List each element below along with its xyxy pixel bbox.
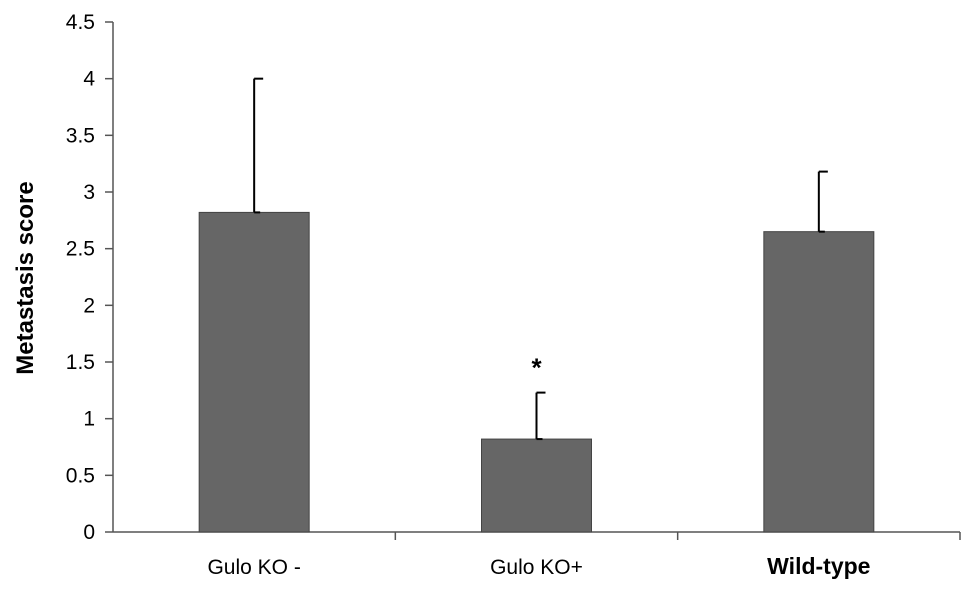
- y-tick-label: 2.5: [66, 238, 95, 261]
- y-tick-label: 1: [83, 408, 95, 431]
- bar: [198, 211, 310, 533]
- y-tick-label: 0: [83, 521, 95, 544]
- x-category-label: Gulo KO -: [207, 556, 300, 579]
- significance-marker: *: [531, 353, 542, 383]
- y-axis-label: Metastasis score: [12, 181, 39, 374]
- y-tick-label: 1.5: [66, 351, 95, 374]
- y-tick-label: 3.5: [66, 124, 95, 147]
- y-tick-label: 3: [83, 181, 95, 204]
- x-category-label: Gulo KO+: [490, 556, 583, 579]
- y-tick-label: 0.5: [66, 464, 95, 487]
- bar: [763, 231, 875, 533]
- x-category-label: Wild-type: [767, 553, 870, 579]
- bar: [481, 438, 592, 533]
- x-axis-labels: Gulo KO - Gulo KO+ Wild-type: [207, 553, 870, 579]
- y-axis-ticks: 0 0.5 1 1.5 2 2.5 3 3.5 4 4.5: [66, 11, 113, 544]
- y-tick-label: 4: [83, 68, 95, 91]
- bars: *: [198, 77, 875, 533]
- y-tick-label: 2: [83, 294, 95, 317]
- y-tick-label: 4.5: [66, 11, 95, 34]
